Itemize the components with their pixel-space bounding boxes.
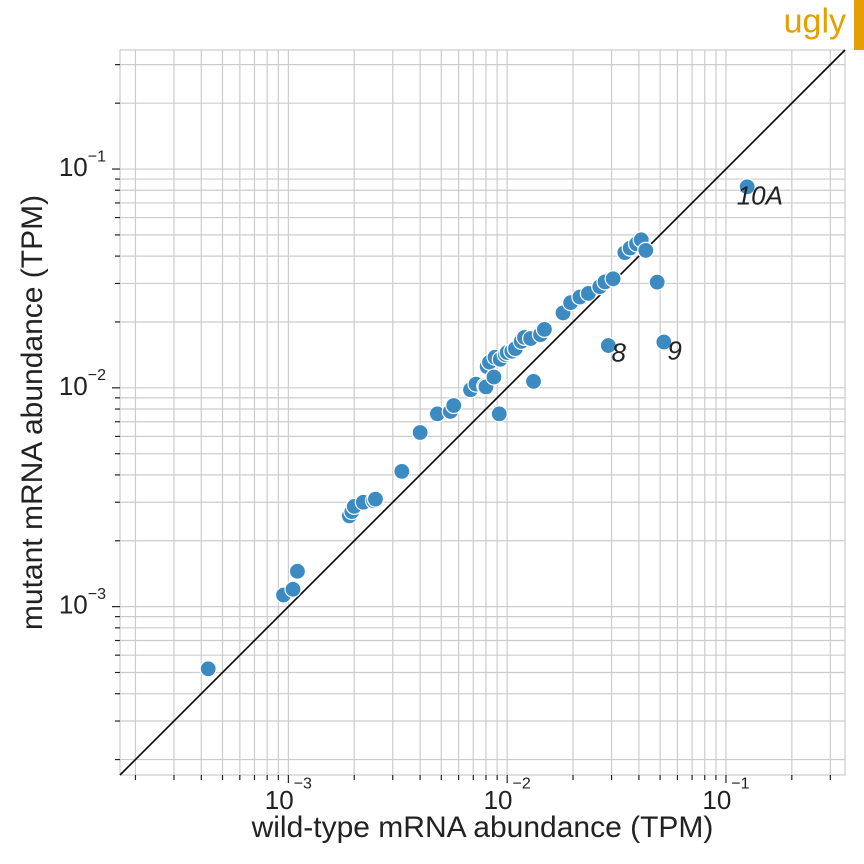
- corner-label: ugly: [784, 2, 846, 40]
- data-point: [526, 373, 542, 389]
- data-point: [605, 271, 621, 287]
- data-point: [289, 563, 305, 579]
- data-point: [536, 321, 552, 337]
- data-point: [486, 369, 502, 385]
- data-point: [412, 424, 428, 440]
- data-point: [394, 463, 410, 479]
- data-point: [649, 274, 665, 290]
- tick-label: 10−2: [59, 367, 106, 400]
- tick-label: 10−3: [59, 586, 106, 619]
- tick-label: 10−1: [59, 149, 106, 182]
- data-point: [285, 581, 301, 597]
- data-point: [446, 398, 462, 414]
- data-point: [367, 491, 383, 507]
- y-axis-label: mutant mRNA abundance (TPM): [16, 195, 49, 630]
- corner-bar: [854, 0, 864, 50]
- x-axis-label: wild-type mRNA abundance (TPM): [251, 811, 714, 844]
- point-annotation: 9: [667, 335, 681, 365]
- point-annotation: 10A: [737, 180, 783, 210]
- data-point: [638, 242, 654, 258]
- point-annotation: 8: [612, 337, 627, 367]
- data-point: [491, 406, 507, 422]
- data-point: [200, 661, 216, 677]
